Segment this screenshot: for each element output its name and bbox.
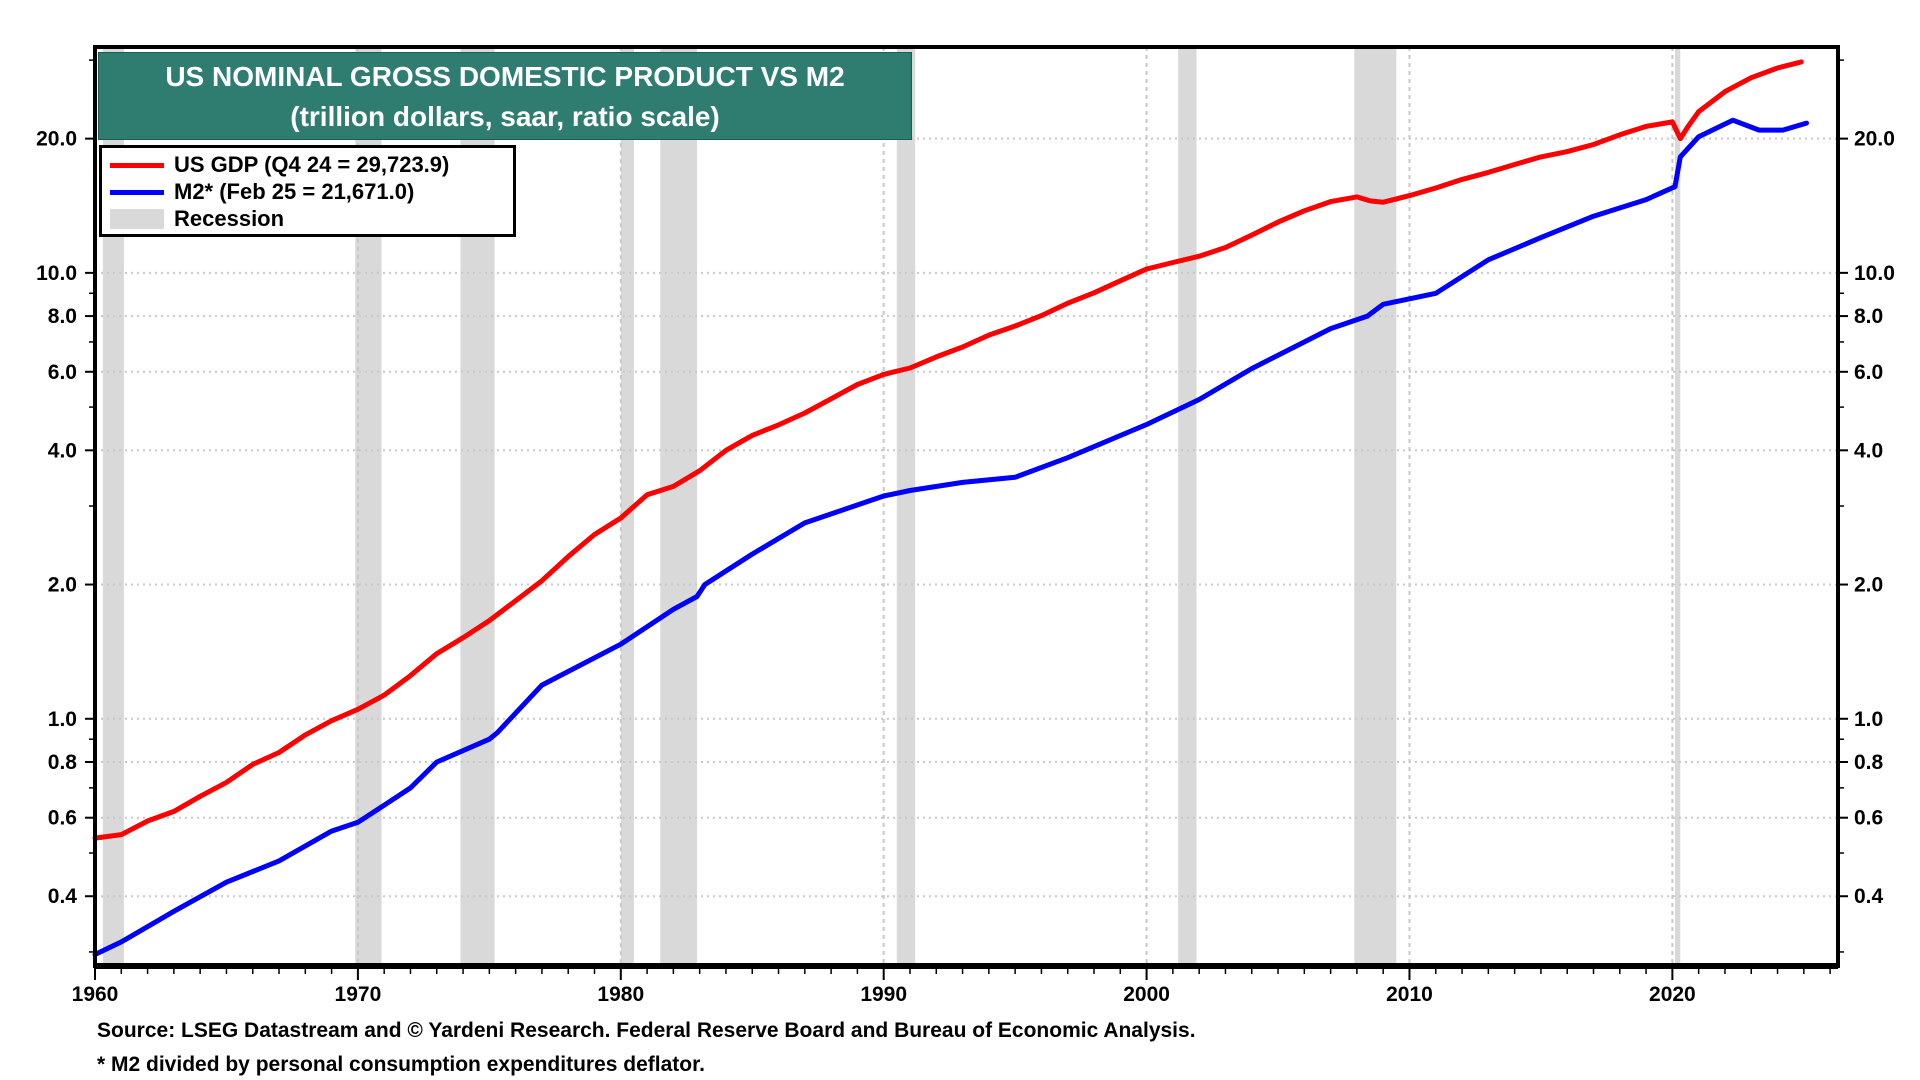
y-tick-label-left: 20.0 <box>36 128 77 151</box>
recession-band <box>896 47 916 966</box>
legend-item-recession: Recession <box>110 206 284 232</box>
y-tick-label-left: 0.8 <box>48 751 78 774</box>
y-tick-label-right: 0.8 <box>1854 751 1884 774</box>
legend-swatch-gdp <box>110 162 164 168</box>
chart-title: US NOMINAL GROSS DOMESTIC PRODUCT VS M2 <box>165 61 845 92</box>
recession-bands <box>102 47 1681 966</box>
y-tick-label-left: 6.0 <box>48 361 77 384</box>
chart-subtitle: (trillion dollars, saar, ratio scale) <box>290 101 720 132</box>
footnote: * M2 divided by personal consumption exp… <box>97 1053 705 1076</box>
legend-item-gdp: US GDP (Q4 24 = 29,723.9) <box>110 152 449 178</box>
axes: 0.4 0.4 0.6 0.6 0.8 0.8 1.0 1.0 2.0 2.0 4.0 4.0 6.0 6… <box>36 45 1895 1006</box>
y-tick-label-right: 10.0 <box>1854 262 1895 285</box>
y-tick-label-left: 8.0 <box>48 305 77 328</box>
y-tick-label-left: 2.0 <box>48 574 77 597</box>
legend-label-m2: M2* (Feb 25 = 21,671.0) <box>174 179 415 204</box>
y-tick-label-right: 6.0 <box>1854 361 1883 384</box>
y-tick-label-right: 2.0 <box>1854 574 1883 597</box>
series-line-m2 <box>92 117 1809 957</box>
legend-swatch-recession <box>110 209 164 229</box>
recession-band <box>1675 47 1681 966</box>
legend-label-recession: Recession <box>174 206 285 231</box>
x-tick-label: 1960 <box>72 983 119 1006</box>
series-line-gdp <box>92 59 1804 841</box>
y-tick-label-right: 8.0 <box>1854 305 1883 328</box>
legend-item-m2: M2* (Feb 25 = 21,671.0) <box>110 179 414 205</box>
legend: US GDP (Q4 24 = 29,723.9) M2* (Feb 25 = … <box>99 145 516 237</box>
legend-swatch-m2 <box>110 189 164 195</box>
x-tick-label: 2000 <box>1123 983 1170 1006</box>
source-note: Source: LSEG Datastream and © Yardeni Re… <box>97 1019 1196 1042</box>
recession-band <box>1354 47 1397 966</box>
y-tick-label-left: 4.0 <box>48 439 77 462</box>
y-tick-label-right: 20.0 <box>1854 128 1895 151</box>
y-tick-label-left: 0.4 <box>48 885 78 908</box>
y-tick-label-right: 0.6 <box>1854 807 1883 830</box>
y-tick-label-left: 1.0 <box>48 708 77 731</box>
x-tick-label: 1990 <box>860 983 907 1006</box>
recession-band <box>660 47 698 966</box>
legend-label-gdp: US GDP (Q4 24 = 29,723.9) <box>174 152 450 177</box>
x-tick-label: 1970 <box>335 983 382 1006</box>
recession-band <box>620 47 634 966</box>
gridlines <box>95 47 1838 966</box>
y-tick-label-left: 0.6 <box>48 807 77 830</box>
y-tick-label-left: 10.0 <box>36 262 77 285</box>
y-tick-label-right: 0.4 <box>1854 885 1884 908</box>
y-tick-label-right: 4.0 <box>1854 439 1883 462</box>
y-tick-label-right: 1.0 <box>1854 708 1883 731</box>
x-tick-label: 2010 <box>1386 983 1433 1006</box>
x-tick-label: 2020 <box>1649 983 1696 1006</box>
chart-title-box: US NOMINAL GROSS DOMESTIC PRODUCT VS M2 … <box>98 52 912 140</box>
recession-band <box>102 47 124 966</box>
series-lines <box>92 59 1809 957</box>
x-tick-label: 1980 <box>597 983 644 1006</box>
recession-band <box>1178 47 1197 966</box>
